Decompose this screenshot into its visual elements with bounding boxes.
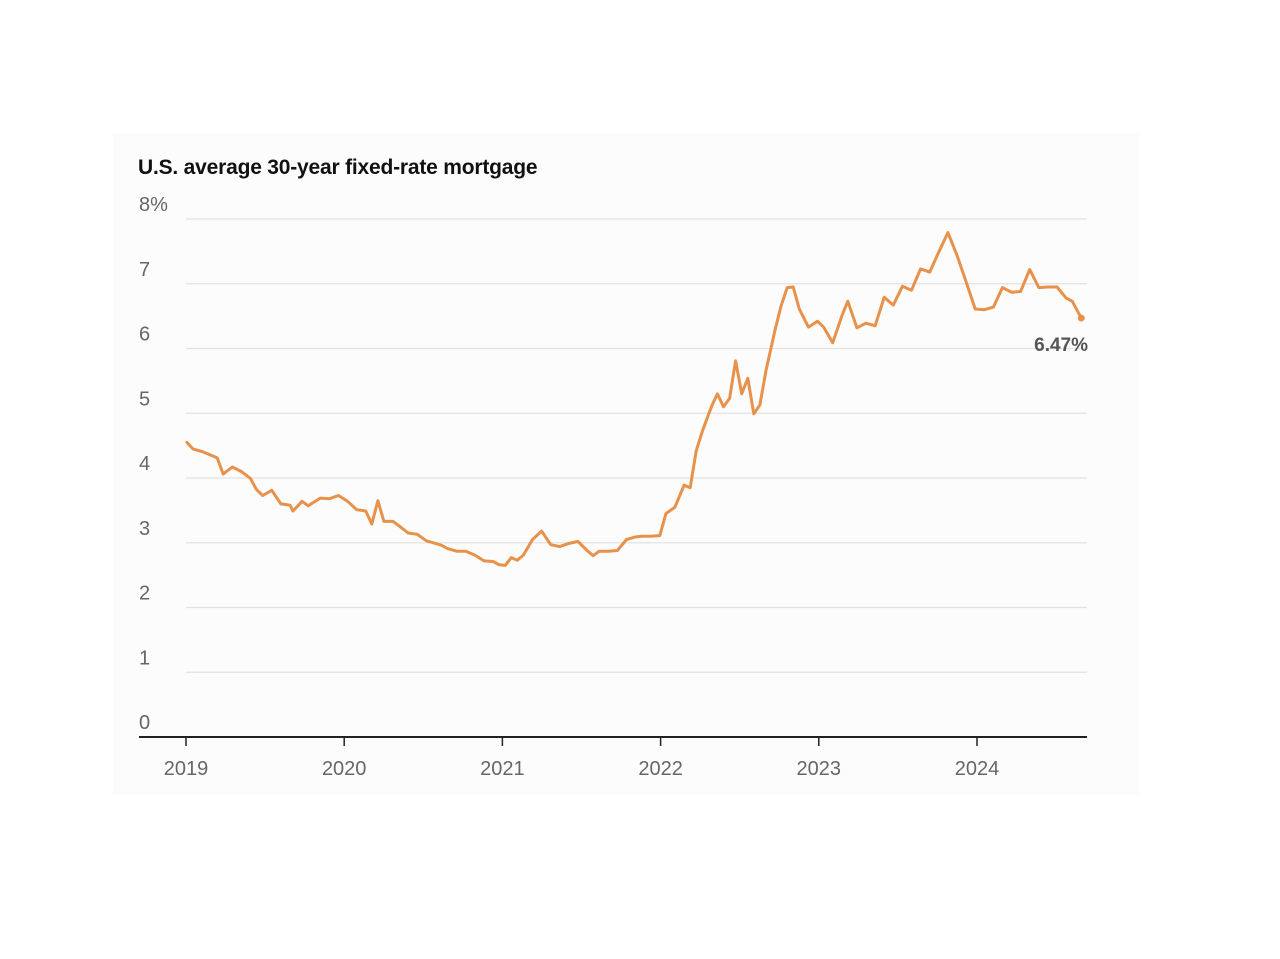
y-tick-label: 2 — [139, 583, 150, 605]
y-tick-label: 3 — [139, 518, 150, 540]
x-tick-label: 2023 — [797, 758, 842, 780]
y-tick-label: 8% — [139, 194, 168, 216]
chart-title: U.S. average 30-year fixed-rate mortgage — [138, 156, 538, 179]
y-tick-label: 6 — [139, 324, 150, 346]
y-tick-label: 1 — [139, 647, 150, 669]
x-tick-label: 2021 — [480, 758, 525, 780]
x-axis-ticks: 2019 2020 2021 2022 2023 2024 — [164, 737, 1000, 780]
gridlines — [186, 218, 1087, 673]
y-tick-label: 4 — [139, 453, 150, 475]
chart-panel — [113, 133, 1138, 795]
y-tick-label: 7 — [139, 259, 150, 281]
x-tick-label: 2022 — [638, 758, 683, 780]
x-tick-label: 2020 — [322, 758, 367, 780]
y-tick-label: 5 — [139, 388, 150, 410]
x-tick-label: 2024 — [955, 758, 1000, 780]
y-tick-label: 0 — [139, 712, 150, 734]
y-axis-ticks: 0 1 2 3 4 5 6 7 8% — [139, 194, 168, 734]
end-value-label: 6.47% — [1034, 335, 1088, 356]
series-line — [185, 231, 1083, 567]
x-tick-label: 2019 — [164, 758, 209, 780]
end-point-dot — [1077, 314, 1085, 322]
